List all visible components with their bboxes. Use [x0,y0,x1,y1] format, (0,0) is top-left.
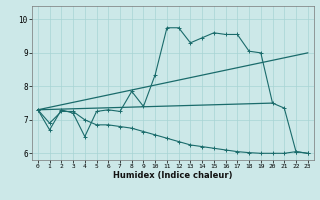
X-axis label: Humidex (Indice chaleur): Humidex (Indice chaleur) [113,171,233,180]
